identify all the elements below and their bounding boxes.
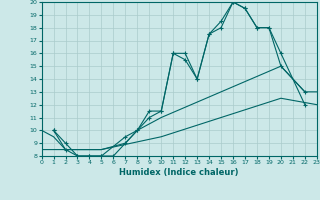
X-axis label: Humidex (Indice chaleur): Humidex (Indice chaleur) xyxy=(119,168,239,177)
